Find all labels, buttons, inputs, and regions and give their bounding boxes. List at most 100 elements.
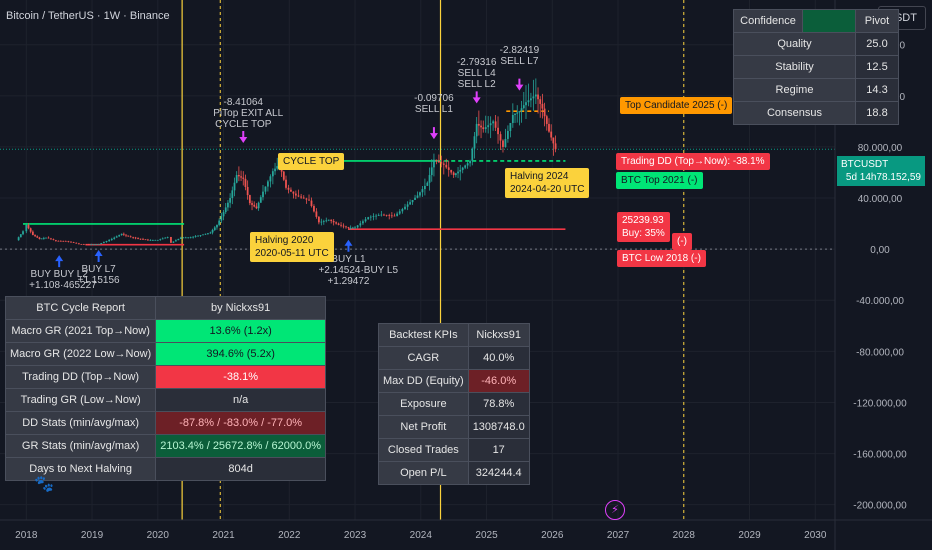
candle-body <box>292 191 295 194</box>
row-label: Trading GR (Low→Now) <box>4 388 157 412</box>
candle-body <box>251 203 253 205</box>
top-candidate-badge: Top Candidate 2025 (-) <box>620 97 733 114</box>
candle-body <box>170 237 172 243</box>
candle-body <box>156 239 159 241</box>
candle-body <box>471 148 474 161</box>
candle-body <box>285 179 287 188</box>
candle-body <box>34 235 36 237</box>
candle-body <box>276 166 279 169</box>
candle-body <box>287 187 290 190</box>
candle-body <box>327 219 330 221</box>
candle-body <box>120 233 123 236</box>
candle-body <box>224 207 227 213</box>
candle-body <box>359 223 362 226</box>
candle-body <box>90 244 93 246</box>
candle-body <box>25 224 28 232</box>
candle-body <box>300 196 303 198</box>
row-label: Macro GR (2021 Top→Now) <box>4 319 157 343</box>
candle-body <box>550 131 553 138</box>
candle-body <box>235 175 238 183</box>
candle-body <box>154 239 157 241</box>
candle-body <box>534 94 537 97</box>
candle-body <box>302 197 305 199</box>
cycle-report-table: BTC Cycle Report by Nickxs91 Macro GR (2… <box>4 296 327 481</box>
x-tick-label: 2026 <box>541 530 564 541</box>
x-tick-label: 2019 <box>81 530 104 541</box>
price-tag-price: 78.152,59 <box>876 172 922 183</box>
candle-body <box>227 202 229 208</box>
level-lines <box>0 110 835 246</box>
candle-body <box>428 175 431 183</box>
candle-body <box>411 199 414 203</box>
candle-body <box>97 244 100 245</box>
y-tick-label: -80.000,00 <box>856 347 904 358</box>
candle-body <box>40 238 43 240</box>
candle-body <box>184 237 187 239</box>
candle-body <box>466 163 469 166</box>
candle-body <box>372 216 375 217</box>
signal-label: -8.41064 PiTop EXIT ALL CYCLE TOP <box>213 96 284 130</box>
y-tick-label: -200.000,00 <box>853 501 907 512</box>
lightning-icon[interactable]: ⚡ <box>605 500 625 520</box>
buy-arrow-icon <box>94 250 103 263</box>
row-label: Macro GR (2022 Low→Now) <box>4 342 157 366</box>
candle-body <box>464 165 467 168</box>
candle-body <box>244 178 247 187</box>
row-value: 40.0% <box>467 346 530 370</box>
candle-body <box>216 224 218 228</box>
signal-markers <box>55 78 524 268</box>
candle-body <box>132 236 135 238</box>
candle-body <box>52 239 55 241</box>
candle-body <box>509 122 512 131</box>
candle-body <box>337 223 340 225</box>
candle-body <box>42 238 45 239</box>
candle-body <box>541 103 544 109</box>
candle-body <box>330 219 333 222</box>
row-label: CAGR <box>378 346 469 370</box>
y-tick-label: -160.000,00 <box>853 450 907 461</box>
candle-body <box>108 239 111 242</box>
row-value: 18.8 <box>855 101 899 125</box>
candle-body <box>437 160 440 163</box>
candle-body <box>426 182 429 186</box>
candle-body <box>406 204 409 207</box>
candle-body <box>532 96 535 99</box>
x-tick-label: 2022 <box>278 530 301 541</box>
candle-body <box>450 169 453 173</box>
candle-body <box>62 240 65 242</box>
candle-body <box>177 238 180 241</box>
candle-body <box>290 189 292 192</box>
candle-body <box>64 240 67 242</box>
candle-body <box>525 102 527 106</box>
candle-body <box>354 227 356 229</box>
backtest-author: Nickxs91 <box>467 323 530 347</box>
table-row: DD Stats (min/avg/max) -87.8% / -83.0% / … <box>4 411 327 435</box>
candle-body <box>218 220 221 225</box>
signal-label: -2.79316 SELL L4 SELL L2 <box>456 57 497 91</box>
signal-label: -0.09706 SELL L1 <box>414 93 454 116</box>
candle-body <box>545 116 548 124</box>
row-label: Max DD (Equity) <box>378 369 469 393</box>
candle-body <box>548 123 550 132</box>
candle-body <box>325 220 328 222</box>
candle-body <box>313 206 315 212</box>
buy-arrow-icon <box>55 255 64 268</box>
last-price-tag: BTCUSDT 78.152,59 5d 14h <box>837 156 925 186</box>
candle-body <box>242 177 245 179</box>
x-tick-label: 2028 <box>673 530 696 541</box>
cycle-report-title: BTC Cycle Report <box>4 296 157 320</box>
candle-body <box>514 113 516 115</box>
candle-body <box>240 176 242 178</box>
candle-body <box>507 130 509 139</box>
candle-body <box>199 235 202 236</box>
row-value: 324244.4 <box>467 461 530 485</box>
candle-body <box>310 200 313 207</box>
candle-body <box>356 225 359 228</box>
table-row: GR Stats (min/avg/max) 2103.4% / 25672.8%… <box>4 434 327 458</box>
candle-body <box>45 237 47 239</box>
candle-body <box>231 190 234 199</box>
table-row: Max DD (Equity) -46.0% <box>378 369 530 393</box>
halving-2024-badge: Halving 2024 2024-04-20 UTC <box>505 168 590 198</box>
x-tick-label: 2024 <box>410 530 433 541</box>
table-row: Macro GR (2022 Low→Now) 394.6% (5.2x) <box>4 342 327 366</box>
